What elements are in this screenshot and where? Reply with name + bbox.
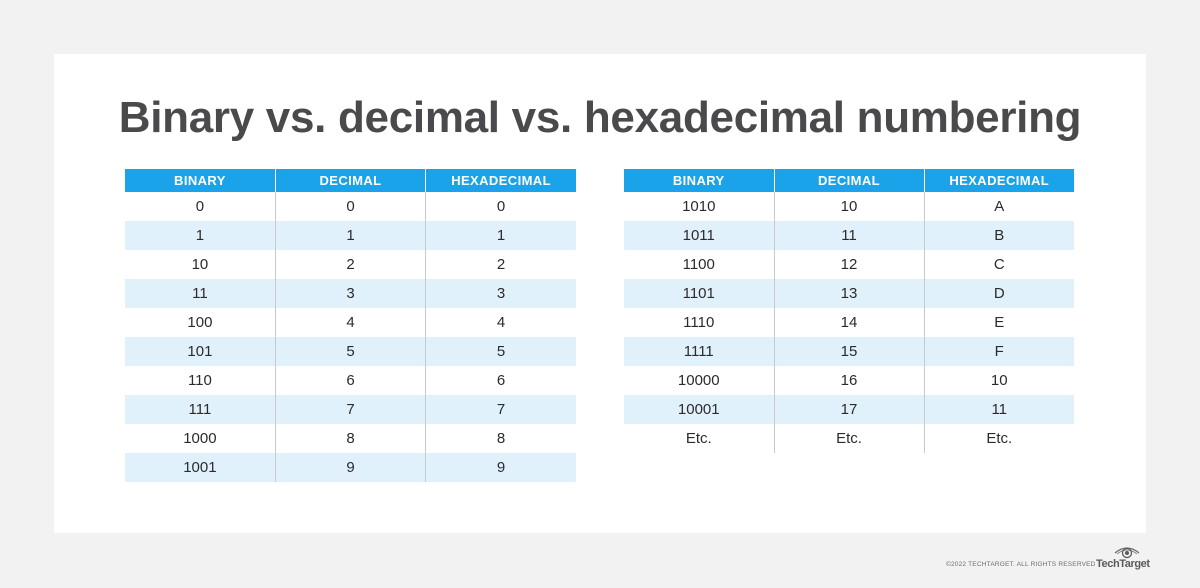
- decimal-cell: 15: [773, 337, 924, 366]
- table-row: 110 6 6: [125, 366, 576, 395]
- binary-cell: 110: [187, 372, 212, 389]
- binary-cell: 1111: [624, 337, 774, 366]
- binary-cell: 1100: [682, 256, 715, 273]
- binary-cell: 101: [125, 337, 276, 366]
- binary-cell: 1011: [624, 221, 774, 250]
- hexadecimal-cell: 7: [425, 395, 576, 424]
- decimal-cell: 10: [773, 192, 924, 221]
- decimal-cell: 2: [274, 250, 426, 279]
- techtarget-logo: TechTarget: [1096, 544, 1150, 574]
- decimal-cell: 13: [773, 279, 924, 308]
- table-row: 101 5 5: [125, 337, 576, 366]
- logo-text: TechTarget: [1096, 558, 1150, 570]
- number-table-left: BINARY DECIMAL HEXADECIMAL 0 0 0 1 1 1 1…: [125, 169, 576, 482]
- decimal-cell: 11: [773, 221, 924, 250]
- binary-cell: 100: [187, 314, 213, 331]
- binary-cell: 10000: [677, 372, 720, 389]
- decimal-cell: 4: [274, 308, 426, 337]
- decimal-cell: 3: [274, 279, 426, 308]
- table-row: 11 3 3: [125, 279, 576, 308]
- table-row: 10001 17 11: [624, 395, 1074, 424]
- binary-cell: 1: [125, 221, 276, 250]
- hexadecimal-cell: 6: [425, 366, 576, 395]
- hexadecimal-cell: E: [923, 308, 1074, 337]
- decimal-cell: 7: [274, 395, 426, 424]
- binary-cell: 10: [191, 256, 209, 273]
- hexadecimal-cell: 0: [425, 192, 576, 221]
- table-row: Etc. Etc. Etc.: [624, 424, 1074, 453]
- page-title: Binary vs. decimal vs. hexadecimal numbe…: [118, 93, 1082, 142]
- binary-cell: 1000: [183, 430, 217, 447]
- hexadecimal-cell: 8: [425, 424, 576, 453]
- header-binary: BINARY: [624, 169, 774, 192]
- header-decimal: DECIMAL: [773, 169, 924, 192]
- number-table-right: BINARY DECIMAL HEXADECIMAL 1010 10 A 101…: [624, 169, 1074, 453]
- table-row: 0 0 0: [125, 192, 576, 221]
- hexadecimal-cell: C: [923, 250, 1074, 279]
- hexadecimal-cell: 10: [923, 366, 1074, 395]
- hexadecimal-cell: 1: [425, 221, 576, 250]
- binary-cell: Etc.: [685, 430, 712, 447]
- eye-icon: [1114, 544, 1140, 560]
- decimal-cell: 0: [274, 192, 426, 221]
- hexadecimal-cell: 9: [425, 453, 576, 482]
- hexadecimal-cell: A: [923, 192, 1074, 221]
- binary-cell: 1010: [682, 198, 716, 215]
- decimal-cell: 6: [274, 366, 426, 395]
- table-header-row: BINARY DECIMAL HEXADECIMAL: [125, 169, 576, 192]
- table-row: 1 1 1: [125, 221, 576, 250]
- header-hexadecimal: HEXADECIMAL: [923, 169, 1074, 192]
- copyright-notice: ©2022 TECHTARGET. ALL RIGHTS RESERVED: [946, 561, 1096, 568]
- header-decimal: DECIMAL: [274, 169, 426, 192]
- table-row: 1100 12 C: [624, 250, 1074, 279]
- binary-cell: 10001: [624, 395, 774, 424]
- decimal-cell: 16: [773, 366, 924, 395]
- table-row: 100 4 4: [125, 308, 576, 337]
- table-row: 10 2 2: [125, 250, 576, 279]
- hexadecimal-cell: 11: [923, 395, 1074, 424]
- hexadecimal-cell: 3: [425, 279, 576, 308]
- hexadecimal-cell: D: [923, 279, 1074, 308]
- table-row: 1101 13 D: [624, 279, 1074, 308]
- decimal-cell: 9: [274, 453, 426, 482]
- hexadecimal-cell: Etc.: [923, 424, 1074, 453]
- hexadecimal-cell: 4: [425, 308, 576, 337]
- binary-cell: 11: [125, 279, 276, 308]
- decimal-cell: 17: [773, 395, 924, 424]
- hexadecimal-cell: 2: [425, 250, 576, 279]
- hexadecimal-cell: F: [923, 337, 1074, 366]
- header-hexadecimal: HEXADECIMAL: [425, 169, 576, 192]
- table-row: 1001 9 9: [125, 453, 576, 482]
- table-row: 111 7 7: [125, 395, 576, 424]
- hexadecimal-cell: B: [923, 221, 1074, 250]
- binary-cell: 111: [125, 395, 276, 424]
- binary-cell: 1001: [125, 453, 276, 482]
- decimal-cell: 8: [274, 424, 426, 453]
- decimal-cell: 5: [274, 337, 426, 366]
- binary-cell: 0: [195, 198, 205, 215]
- header-binary: BINARY: [125, 169, 276, 192]
- table-header-row: BINARY DECIMAL HEXADECIMAL: [624, 169, 1074, 192]
- table-row: 1010 10 A: [624, 192, 1074, 221]
- decimal-cell: 1: [274, 221, 426, 250]
- table-row: 1011 11 B: [624, 221, 1074, 250]
- decimal-cell: Etc.: [773, 424, 924, 453]
- table-row: 10000 16 10: [624, 366, 1074, 395]
- binary-cell: 1101: [624, 279, 774, 308]
- table-row: 1110 14 E: [624, 308, 1074, 337]
- binary-cell: 1110: [683, 314, 715, 331]
- table-row: 1000 8 8: [125, 424, 576, 453]
- decimal-cell: 12: [773, 250, 924, 279]
- table-row: 1111 15 F: [624, 337, 1074, 366]
- hexadecimal-cell: 5: [425, 337, 576, 366]
- decimal-cell: 14: [773, 308, 924, 337]
